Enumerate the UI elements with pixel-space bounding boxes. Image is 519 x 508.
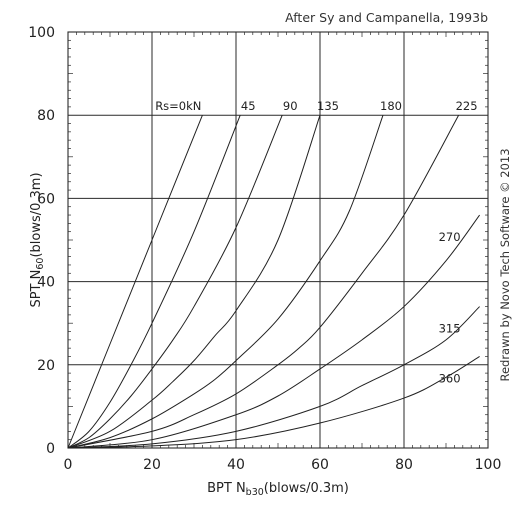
x-axis-title-subscript: b30 bbox=[246, 487, 264, 498]
series-label: 45 bbox=[241, 99, 256, 113]
x-tick-label: 100 bbox=[475, 457, 502, 473]
series-label: 270 bbox=[439, 230, 461, 244]
series-line bbox=[67, 214, 481, 449]
x-tick-label: 60 bbox=[311, 457, 329, 473]
series-line bbox=[67, 115, 321, 449]
series-line bbox=[67, 356, 480, 449]
credit-note: Redrawn by Novo Tech Software © 2013 bbox=[498, 148, 512, 381]
x-axis-title-main: BPT N bbox=[207, 481, 246, 496]
x-tick-label: 0 bbox=[64, 457, 73, 473]
x-axis-title: BPT Nb30(blows/0.3m) bbox=[207, 481, 349, 498]
curve-labels: Rs=0kN 45 90 135 180 225 270 315 360 bbox=[155, 99, 477, 385]
y-axis-title-units: (blows/0.3m) bbox=[29, 172, 44, 257]
attribution-note: After Sy and Campanella, 1993b bbox=[285, 10, 488, 25]
series-line bbox=[67, 115, 283, 449]
y-tick-label: 0 bbox=[46, 441, 55, 457]
y-tick-label: 60 bbox=[37, 191, 55, 207]
series-line bbox=[67, 115, 241, 449]
y-tick-label: 40 bbox=[37, 275, 55, 291]
series-label: 135 bbox=[317, 99, 339, 113]
series-label: 180 bbox=[380, 99, 402, 113]
series-group bbox=[67, 114, 481, 449]
series-line bbox=[67, 115, 203, 449]
y-axis-title: SPT N60(blows/0.3m) bbox=[29, 172, 46, 307]
y-tick-label: 80 bbox=[37, 108, 55, 124]
y-axis-title-subscript: 60 bbox=[35, 258, 46, 270]
x-tick-label: 80 bbox=[395, 457, 413, 473]
series-label: 225 bbox=[456, 99, 478, 113]
x-tick-label: 20 bbox=[143, 457, 161, 473]
series-label: 90 bbox=[283, 99, 298, 113]
series-label: 315 bbox=[439, 322, 461, 336]
series-label: 360 bbox=[439, 371, 461, 385]
series-line bbox=[67, 115, 384, 449]
y-tick-label: 20 bbox=[37, 358, 55, 374]
x-axis-title-units: (blows/0.3m) bbox=[264, 481, 349, 496]
tick-labels: 0 20 40 60 80 100 0 20 40 60 80 100 bbox=[28, 25, 501, 473]
series-label: Rs=0kN bbox=[155, 99, 201, 113]
series-line bbox=[67, 306, 480, 449]
series-line bbox=[67, 114, 460, 449]
y-axis-title-main: SPT N bbox=[29, 270, 44, 308]
x-tick-label: 40 bbox=[227, 457, 245, 473]
y-tick-label: 100 bbox=[28, 25, 55, 41]
